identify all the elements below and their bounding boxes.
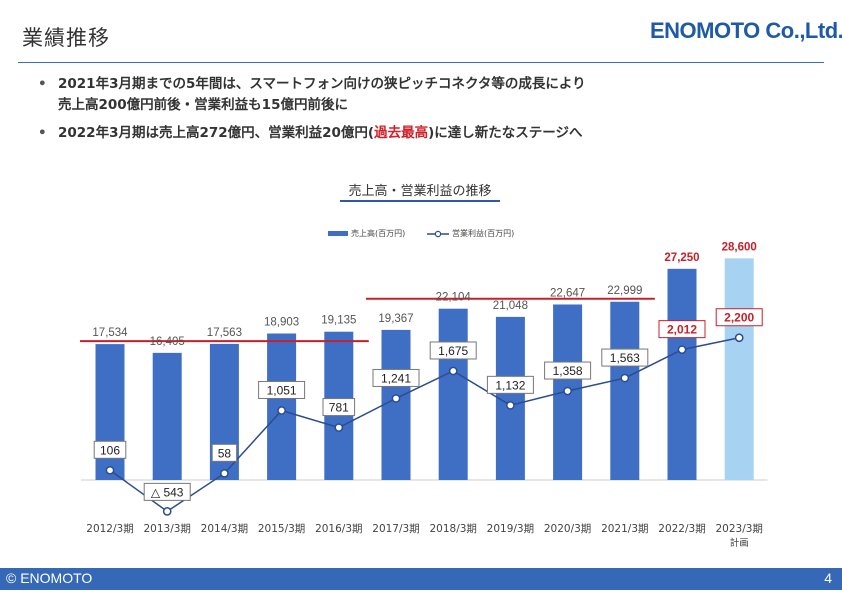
legend-bar-swatch	[328, 231, 348, 236]
profit-point	[506, 400, 515, 410]
profit-point	[677, 345, 687, 354]
profit-label-box	[715, 308, 763, 327]
profit-line	[109, 337, 740, 513]
profit-point	[563, 386, 572, 396]
chart-title-underline	[340, 200, 500, 202]
sales-value-label: 19,367	[378, 313, 413, 325]
profit-value-label: △ 543	[151, 485, 184, 499]
profit-point	[220, 468, 229, 478]
profit-value-label: 58	[218, 446, 232, 460]
legend-line-label: 営業利益(百万円)	[452, 228, 514, 238]
chart-title: 売上高・営業利益の推移	[348, 184, 492, 199]
profit-value-label: 1,563	[610, 351, 640, 365]
profit-label-box	[372, 368, 420, 387]
bullet-dot: •	[38, 76, 47, 92]
company-logo: ENOMOTO Co.,Ltd.	[650, 18, 842, 43]
sales-bar	[495, 316, 525, 480]
sales-value-label: 27,250	[664, 252, 699, 264]
x-tick-label: 2012/3期	[86, 523, 133, 535]
legend-bar-label: 売上高(百万円)	[351, 228, 405, 238]
sales-bar	[610, 301, 640, 480]
x-tick-label: 2015/3期	[258, 523, 305, 535]
sales-value-label: 28,600	[722, 241, 757, 253]
profit-label-box	[258, 380, 306, 399]
x-tick-label: 2016/3期	[315, 523, 362, 535]
page-number: 4	[824, 570, 832, 586]
x-tick-label: 2019/3期	[487, 523, 534, 535]
profit-value-label: 1,051	[267, 383, 297, 397]
sales-value-label: 19,135	[321, 315, 356, 327]
sales-value-label: 21,048	[493, 300, 528, 312]
x-tick-sublabel: 計画	[730, 537, 749, 549]
x-tick-label: 2013/3期	[143, 523, 190, 535]
sales-value-label: 17,563	[207, 327, 242, 339]
x-tick-label: 2017/3期	[372, 523, 419, 535]
bullet-2-highlight: 過去最高	[374, 125, 429, 141]
profit-point	[620, 373, 630, 383]
sales-value-label: 22,647	[550, 287, 585, 299]
bullet-1-line2: 売上高200億円前後・営業利益も15億円前後に	[58, 97, 348, 113]
sales-profit-chart: 17,534 16,405 17,563 18,903 19,135 19,367 22,1…	[80, 228, 768, 549]
profit-label-box	[601, 348, 649, 367]
profit-label-box	[93, 440, 127, 459]
x-tick-label: 2018/3期	[429, 523, 476, 535]
page-title: 業績推移	[22, 26, 110, 50]
profit-value-label: 781	[329, 401, 349, 415]
bullet-1-line1: 2021年3月期までの5年間は、スマートフォン向けの狭ピッチコネクタ等の成長によ…	[58, 76, 586, 92]
bullet-2-text-end: )に達し新たなステージへ	[428, 125, 583, 141]
bullet-item-1: • 2021年3月期までの5年間は、スマートフォン向けの狭ピッチコネクタ等の成長…	[38, 74, 586, 116]
footer-bar: © ENOMOTO 4	[0, 568, 842, 590]
legend-line-marker	[434, 230, 442, 238]
bullet-2-text: 2022年3月期は売上高272億円、営業利益20億円(	[58, 125, 375, 141]
profit-point	[277, 406, 286, 415]
profit-label-box	[486, 375, 534, 394]
x-tick-label: 2014/3期	[201, 523, 248, 535]
profit-label-box	[544, 361, 592, 380]
sales-value-label: 17,534	[92, 327, 128, 339]
sales-bar	[724, 258, 754, 480]
footer-copyright: © ENOMOTO	[6, 570, 93, 586]
profit-value-label: 1,358	[553, 364, 583, 378]
profit-point	[448, 366, 458, 376]
profit-value-label: 1,241	[381, 371, 411, 385]
x-tick-label: 2021/3期	[601, 523, 648, 535]
profit-point	[734, 333, 744, 343]
profit-value-label: 2,200	[724, 311, 754, 325]
profit-label-box	[143, 482, 191, 501]
sales-bar	[95, 344, 125, 480]
profit-point	[162, 507, 172, 516]
profit-label-box	[658, 320, 706, 339]
profit-value-label: 106	[100, 443, 120, 457]
bullet-item-2: • 2022年3月期は売上高272億円、営業利益20億円(過去最高)に達し新たな…	[38, 123, 586, 144]
bullet-list: • 2021年3月期までの5年間は、スマートフォン向けの狭ピッチコネクタ等の成長…	[38, 74, 586, 151]
sales-value-label: 16,405	[150, 336, 185, 348]
sales-bar	[152, 352, 182, 480]
bullet-dot: •	[38, 125, 47, 141]
sales-bar	[438, 308, 468, 480]
x-tick-label: 2020/3期	[544, 523, 591, 535]
profit-point	[391, 394, 401, 403]
title-divider	[18, 62, 824, 63]
x-tick-label: 2023/3期	[715, 523, 762, 535]
sales-bar	[381, 329, 411, 480]
sales-value-label: 22,104	[436, 292, 472, 304]
sales-bar	[667, 268, 697, 480]
profit-label-box	[211, 443, 238, 462]
profit-label-box	[322, 398, 356, 417]
profit-value-label: 1,675	[438, 344, 468, 358]
sales-value-label: 18,903	[264, 317, 299, 329]
profit-point	[105, 465, 115, 475]
profit-value-label: 1,132	[495, 378, 525, 392]
profit-value-label: 2,012	[667, 323, 697, 337]
x-tick-label: 2022/3期	[658, 523, 705, 535]
profit-point	[334, 423, 344, 432]
sales-value-label: 22,999	[607, 285, 642, 297]
profit-label-box	[429, 341, 477, 360]
